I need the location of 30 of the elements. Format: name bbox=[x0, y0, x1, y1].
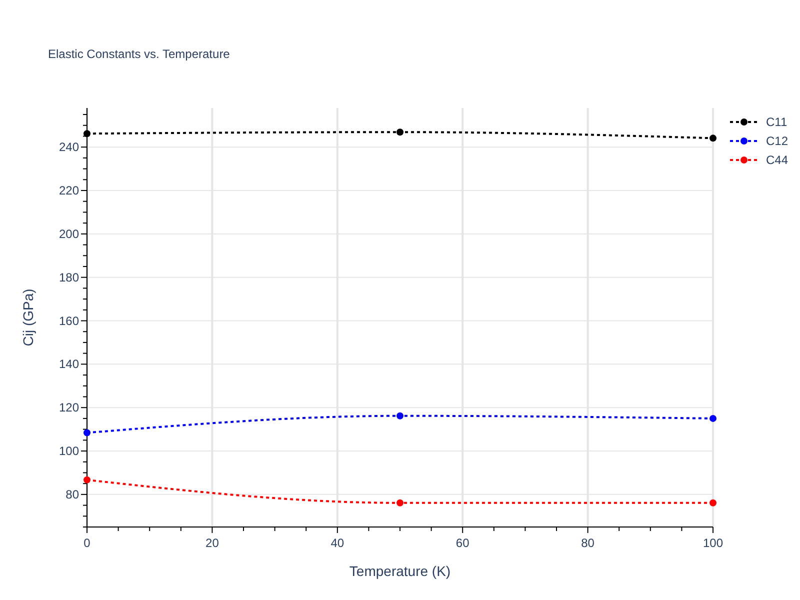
y-tick-label: 240 bbox=[58, 140, 80, 154]
x-tick-label: 0 bbox=[84, 536, 91, 550]
point bbox=[710, 134, 716, 142]
x-tick-label: 20 bbox=[206, 536, 220, 550]
y-tick-label: 140 bbox=[58, 357, 80, 372]
point bbox=[84, 429, 90, 436]
point bbox=[396, 499, 404, 506]
legend-label: C44 bbox=[766, 153, 788, 167]
y-tick-label: 80 bbox=[66, 487, 80, 502]
y-tick-label: 220 bbox=[58, 183, 80, 198]
legend-label: C12 bbox=[766, 134, 788, 148]
point bbox=[396, 412, 404, 420]
x-tick-label: 60 bbox=[456, 536, 470, 550]
x-tick-label: 100 bbox=[702, 536, 724, 550]
point bbox=[710, 499, 716, 506]
y-axis-title: Cij (GPa) bbox=[20, 288, 36, 346]
point bbox=[710, 414, 716, 422]
point bbox=[396, 128, 404, 136]
x-axis-title: Temperature (K) bbox=[349, 563, 451, 579]
point bbox=[84, 476, 90, 484]
x-tick-label: 80 bbox=[581, 536, 595, 550]
y-tick-label: 100 bbox=[58, 444, 80, 458]
y-tick-label: 180 bbox=[58, 270, 80, 284]
x-tick-label: 40 bbox=[330, 536, 344, 550]
point bbox=[84, 130, 90, 138]
y-tick-label: 200 bbox=[58, 226, 80, 241]
y-tick-label: 160 bbox=[58, 314, 80, 328]
chart-title: Elastic Constants vs. Temperature bbox=[48, 47, 230, 61]
y-tick-label: 120 bbox=[58, 400, 80, 415]
legend-label: C11 bbox=[766, 115, 788, 129]
